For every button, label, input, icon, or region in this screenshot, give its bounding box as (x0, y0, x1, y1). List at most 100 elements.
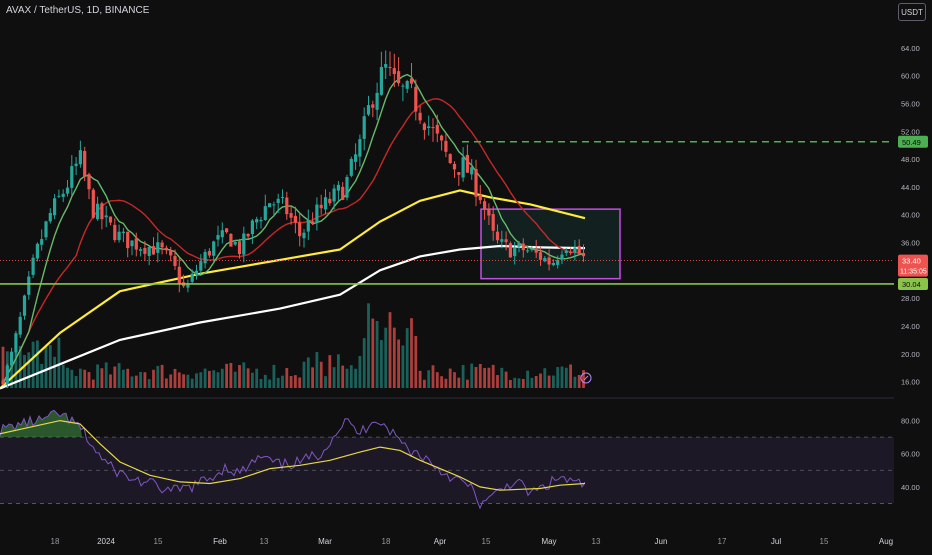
ma-long-line (0, 244, 586, 390)
candle-body (418, 112, 422, 121)
candle (44, 220, 48, 241)
volume-bar (130, 376, 134, 388)
candle (48, 208, 52, 224)
volume-bar (251, 372, 254, 388)
volume-bar (143, 372, 147, 388)
volume-bar (324, 376, 327, 388)
ma-fast-line (2, 73, 584, 385)
candle (366, 95, 371, 117)
candle (190, 269, 194, 284)
volume-bar (79, 368, 82, 388)
candle (104, 205, 108, 228)
volume-bar (362, 338, 366, 388)
candle (91, 187, 95, 219)
time-axis-label: 13 (592, 537, 601, 546)
price-axis-label: 16.00 (901, 378, 920, 387)
candle (177, 258, 181, 293)
volume-bar (96, 364, 99, 388)
volume-bar (328, 355, 332, 388)
candle (121, 227, 125, 243)
candle (461, 147, 465, 182)
candle (504, 231, 508, 251)
candle (143, 240, 147, 262)
price-axis-label: 28.00 (901, 294, 920, 303)
candle-body (332, 188, 336, 202)
candle (491, 206, 495, 241)
volume-bar (371, 318, 375, 388)
price-axis-label: 60.00 (901, 72, 920, 81)
candle-body (470, 167, 474, 175)
candle (117, 224, 121, 243)
volume-bar (345, 368, 349, 388)
volume-bar (401, 345, 405, 388)
candle (1, 378, 5, 386)
candle-body (495, 231, 500, 241)
candle (354, 143, 358, 170)
candle-body (61, 193, 65, 197)
candle (414, 79, 418, 121)
candle-body (392, 68, 396, 75)
volume-bar (199, 372, 203, 388)
candle (74, 156, 78, 176)
candle-body (134, 238, 138, 250)
candle (22, 294, 27, 320)
candle-body (521, 243, 525, 251)
candle (581, 244, 586, 262)
volume-bar (431, 365, 435, 388)
last-price-tag (898, 254, 928, 277)
volume-bar (427, 370, 431, 388)
volume-bar (18, 346, 22, 388)
candle-body (65, 187, 70, 194)
candle-body (504, 239, 508, 243)
candle (212, 240, 216, 264)
candle-body (461, 157, 465, 178)
candle-body (573, 247, 577, 253)
candle-body (491, 214, 495, 231)
rsi-overbought-fill (0, 410, 82, 438)
candle (483, 198, 487, 220)
volume-bar (461, 365, 465, 388)
candle (358, 134, 362, 167)
volume-bar (380, 340, 383, 388)
candle (371, 100, 375, 118)
candle-body (551, 262, 555, 266)
volume-bar (410, 318, 413, 388)
candle (569, 247, 573, 256)
time-axis-label: 13 (260, 537, 269, 546)
candle (5, 363, 9, 389)
volume-bar (552, 375, 555, 388)
candle (242, 226, 246, 263)
volume-bar (367, 303, 370, 388)
candle (388, 51, 392, 77)
candle-body (379, 66, 383, 95)
volume-bar (414, 335, 418, 388)
candle (551, 259, 555, 267)
volume-bar (349, 365, 353, 388)
candle (272, 201, 276, 217)
candle-body (207, 251, 211, 256)
volume-bar (496, 375, 499, 388)
candle (577, 239, 581, 256)
candle (263, 194, 267, 221)
volume-bar (302, 361, 306, 388)
candle-body (164, 247, 168, 251)
candle (315, 197, 319, 231)
candle (65, 179, 70, 197)
candle-body (328, 198, 332, 204)
candle-body (246, 233, 250, 237)
candle (302, 229, 306, 248)
candle-body (358, 139, 362, 157)
candle (508, 241, 512, 258)
candle (500, 230, 504, 249)
volume-bar (87, 372, 91, 388)
currency-button[interactable]: USDT (898, 3, 926, 21)
candle (113, 218, 117, 243)
volume-bar (435, 372, 439, 388)
candle-body (556, 260, 560, 265)
candle-body (298, 222, 302, 237)
candle (341, 181, 345, 201)
candle-body (366, 105, 371, 115)
candle (444, 133, 448, 158)
